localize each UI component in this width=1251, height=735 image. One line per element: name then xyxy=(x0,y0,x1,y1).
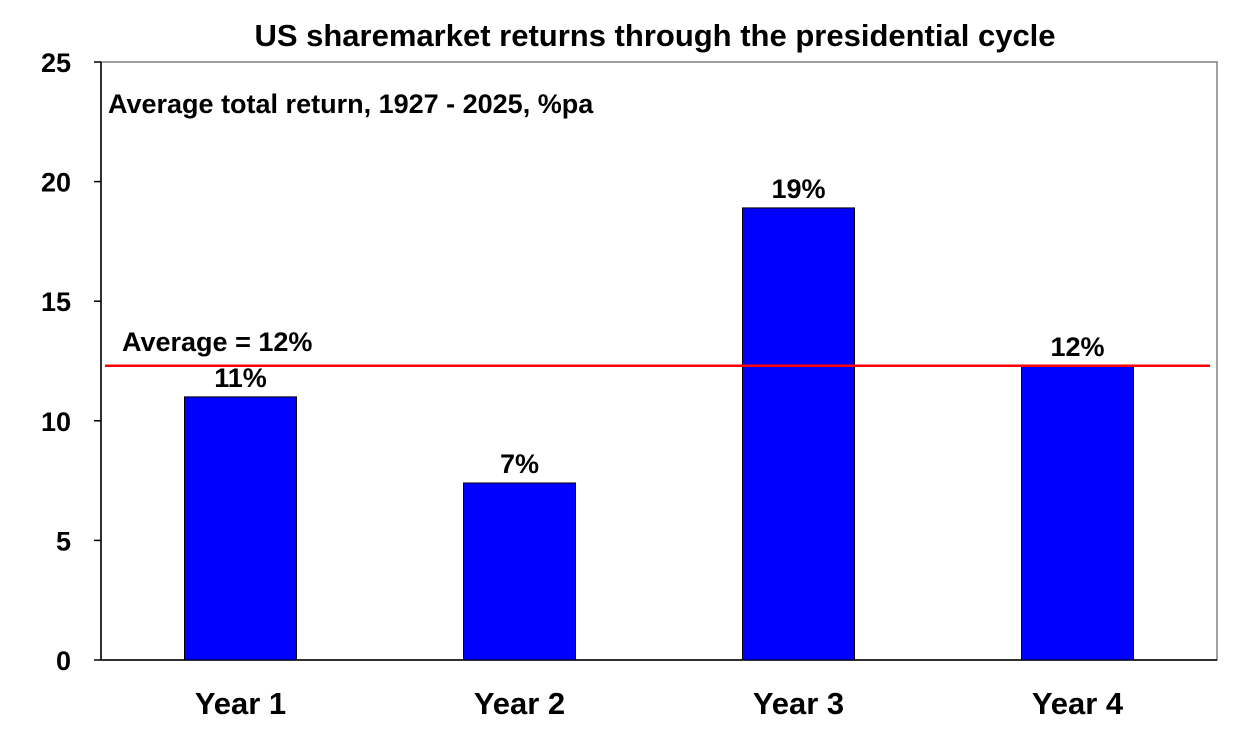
y-axis-ticks: 0 5 10 15 20 25 xyxy=(41,48,101,676)
bar-data-label: 12% xyxy=(1050,332,1104,362)
bar xyxy=(184,396,297,661)
y-tick-label: 15 xyxy=(41,287,71,317)
y-tick-label: 0 xyxy=(56,646,71,676)
average-label: Average = 12% xyxy=(122,327,312,357)
x-category-label: Year 3 xyxy=(753,686,844,721)
x-category-label: Year 1 xyxy=(195,686,286,721)
bar-data-label: 19% xyxy=(771,174,825,204)
bar xyxy=(463,482,576,661)
bar xyxy=(1021,365,1134,661)
bar-data-label: 11% xyxy=(214,363,267,393)
bar-data-label: 7% xyxy=(500,449,539,479)
x-category-label: Year 2 xyxy=(474,686,565,721)
chart-subtitle: Average total return, 1927 - 2025, %pa xyxy=(108,89,594,119)
y-tick-label: 20 xyxy=(41,168,71,198)
y-tick-label: 5 xyxy=(56,526,71,556)
bar xyxy=(742,207,855,661)
y-tick-label: 10 xyxy=(41,407,71,437)
x-category-label: Year 4 xyxy=(1032,686,1124,721)
y-tick-label: 25 xyxy=(41,48,71,78)
data-labels: 11% 7% 19% 12% xyxy=(214,174,1104,479)
x-axis-categories: Year 1 Year 2 Year 3 Year 4 xyxy=(195,686,1124,721)
bars xyxy=(184,207,1134,661)
chart-title: US sharemarket returns through the presi… xyxy=(254,18,1055,53)
